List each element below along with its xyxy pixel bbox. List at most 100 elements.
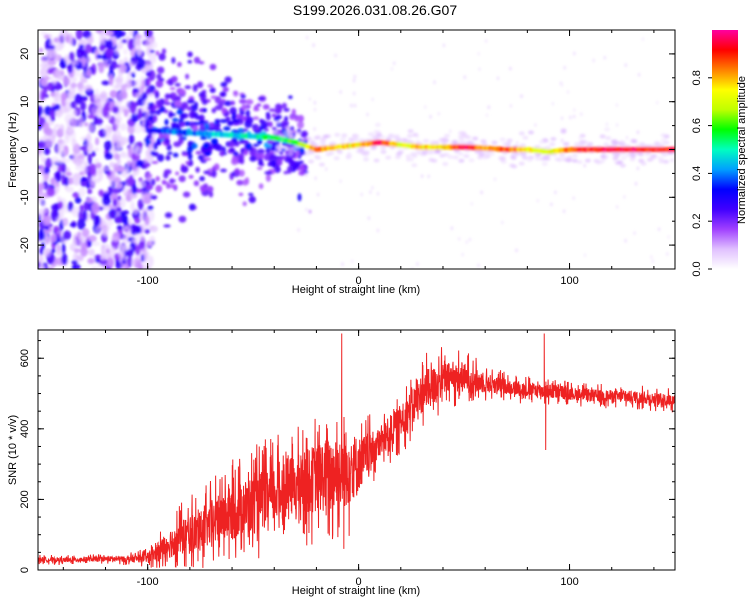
spectrogram-cell: [147, 102, 155, 107]
spectrogram-cell: [568, 115, 572, 120]
spectrogram-cell: [371, 144, 378, 149]
spectrogram-cell: [89, 176, 97, 187]
spectrogram-cell: [187, 51, 193, 58]
spectrogram-cell: [104, 152, 114, 160]
spectrogram-cell: [579, 112, 583, 117]
spectrogram-cell: [112, 106, 119, 114]
spectrogram-cell: [477, 263, 480, 268]
spectrogram-cell: [297, 193, 302, 202]
spectrogram-cell: [252, 143, 260, 147]
spectrogram-cell: [562, 141, 569, 146]
spectrogram-cell: [64, 176, 69, 187]
spectrogram-cell: [248, 196, 256, 204]
spectrogram-cell: [655, 100, 659, 105]
spectrogram-cell: [186, 151, 191, 155]
spectrogram-cell: [248, 192, 254, 196]
spectrogram-cell: [322, 134, 329, 139]
spectrogram-cell: [155, 185, 163, 193]
spectrogram-cell: [313, 127, 317, 131]
spectrogram-cell: [283, 130, 290, 135]
spectrogram-cell: [163, 224, 171, 228]
spectrogram-cell: [477, 51, 481, 56]
spectrogram-cell: [145, 149, 153, 158]
spectrogram-cell: [135, 245, 141, 256]
spectrogram-cell: [95, 162, 102, 169]
spectrogram-cell: [637, 72, 641, 77]
spectrogram-cell: [64, 113, 74, 124]
spectrogram-cell: [553, 190, 557, 195]
spectrogram-cell: [101, 80, 110, 86]
spectrogram-cell: [615, 123, 619, 127]
spectrogram-cell: [295, 131, 302, 136]
snr-y-tick-label: 0: [19, 567, 31, 573]
spectrogram-cell: [130, 258, 136, 268]
spectrogram-cell: [155, 140, 162, 146]
spectrogram-cell: [539, 157, 546, 161]
spectrogram-cell: [274, 120, 281, 125]
spectrogram-cell: [150, 178, 156, 186]
figure-title: S199.2026.031.08.26.G07: [293, 2, 457, 18]
spectrogram-cell: [312, 43, 316, 48]
spectrogram-cell: [457, 131, 464, 135]
spectrogram-cell: [534, 156, 541, 161]
spectrogram-cell: [61, 162, 67, 174]
spectrogram-cell: [147, 105, 155, 110]
spectrogram-cell: [562, 209, 566, 214]
spectrogram-cell: [143, 250, 150, 262]
spectrogram-cell: [213, 123, 220, 132]
spectrogram-cell: [283, 170, 289, 175]
spectrogram-cell: [97, 169, 104, 182]
spectrogram-cell: [165, 154, 171, 161]
spectrogram-cell: [275, 147, 282, 152]
spectrogram-cell: [324, 167, 328, 172]
spectrogram-cell: [156, 73, 162, 80]
spectrogram-cell: [605, 154, 609, 159]
spectrogram-cell: [491, 140, 498, 145]
spectrogram-cell: [51, 204, 60, 211]
spectrogram-cell: [138, 241, 146, 250]
spectrogram-cell: [67, 201, 74, 212]
spectrogram-cell: [315, 135, 322, 140]
spectrogram-cell: [86, 197, 93, 203]
spectrogram-cell: [178, 175, 186, 183]
spectrogram-cell: [293, 165, 299, 170]
spectrogram-cell: [443, 152, 450, 157]
spectrogram-cell: [83, 161, 88, 167]
spectrogram-cell: [304, 151, 311, 156]
spectrogram-cell: [363, 157, 370, 162]
spectrogram-cell: [393, 134, 400, 139]
spectrogram-cell: [423, 105, 427, 110]
spectrogram-cell: [428, 157, 435, 162]
spectrogram-cell: [50, 233, 57, 243]
spectrogram-cell: [139, 232, 145, 243]
spectrogram-cell: [560, 128, 567, 133]
colorbar-tick-label: 0.4: [691, 166, 703, 181]
spectrogram-cell: [284, 116, 289, 122]
spectrogram-cell: [56, 242, 61, 255]
spectrogram-cell: [149, 225, 155, 231]
spectrogram-cell: [253, 107, 260, 112]
spectrogram-cell: [93, 158, 100, 164]
spectrogram-y-tick-label: 10: [19, 96, 31, 108]
spectrogram-cell: [74, 60, 79, 66]
spectrogram-cell: [95, 137, 100, 146]
spectrogram-x-tick-label: -100: [137, 275, 159, 287]
spectrogram-cell: [360, 192, 364, 197]
spectrogram-cell: [195, 150, 202, 155]
spectrogram-cell: [93, 97, 102, 106]
spectrogram-cell: [179, 112, 186, 120]
spectrogram-cell: [273, 150, 280, 155]
spectrogram-cell: [155, 176, 160, 182]
spectrogram-cell: [630, 152, 637, 157]
spectrogram-cell: [198, 61, 205, 65]
spectrogram-cell: [220, 168, 227, 173]
spectrogram-cell: [141, 79, 146, 90]
spectrogram-cell: [661, 152, 668, 157]
spectrogram-cell: [240, 94, 246, 99]
spectrogram-cell: [416, 134, 420, 139]
spectrogram-cell: [45, 248, 52, 258]
spectrogram-cell: [113, 153, 121, 160]
spectrogram-cell: [407, 157, 414, 162]
spectrogram-cell: [239, 109, 245, 116]
spectrogram-cell: [178, 89, 187, 96]
